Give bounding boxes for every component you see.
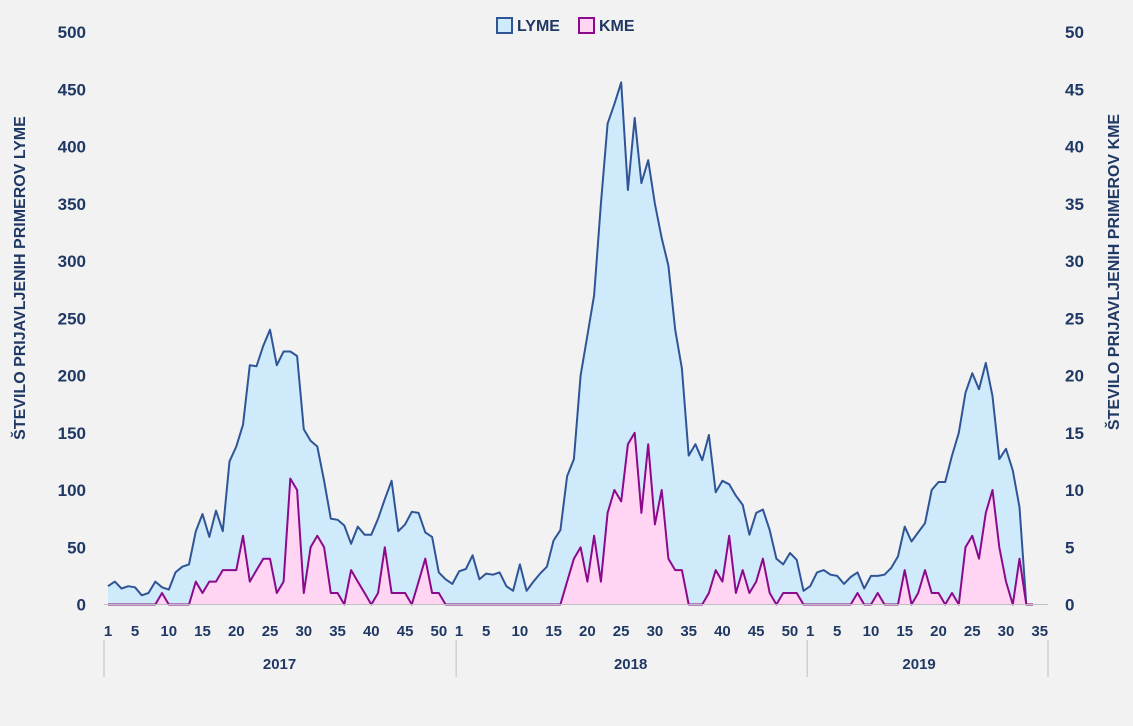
x-tick: 20 bbox=[579, 623, 596, 640]
x-tick: 20 bbox=[228, 623, 245, 640]
y-tick-right: 25 bbox=[1065, 309, 1084, 328]
x-tick: 50 bbox=[782, 623, 799, 640]
y-tick-left: 0 bbox=[77, 596, 86, 615]
x-tick: 25 bbox=[964, 623, 981, 640]
y-axis-title-right: ŠTEVILO PRIJAVLJENIH PRIMEROV KME bbox=[1104, 114, 1123, 431]
y-tick-left: 50 bbox=[67, 538, 86, 557]
x-tick: 30 bbox=[295, 623, 312, 640]
x-tick: 10 bbox=[160, 623, 177, 640]
axes-layer: 0501001502002503003504004505000510152025… bbox=[58, 23, 1084, 677]
area-layer bbox=[108, 82, 1033, 605]
y-tick-right: 50 bbox=[1065, 23, 1084, 42]
legend-label-kme: KME bbox=[599, 18, 635, 35]
y-axis-title-left: ŠTEVILO PRIJAVLJENIH PRIMEROV LYME bbox=[10, 116, 29, 440]
x-tick: 15 bbox=[896, 623, 913, 640]
x-tick: 25 bbox=[262, 623, 279, 640]
y-tick-left: 300 bbox=[58, 252, 86, 271]
x-tick: 5 bbox=[833, 623, 841, 640]
y-tick-right: 40 bbox=[1065, 138, 1084, 157]
x-tick: 30 bbox=[998, 623, 1015, 640]
y-tick-right: 30 bbox=[1065, 252, 1084, 271]
x-tick: 10 bbox=[512, 623, 529, 640]
x-tick: 35 bbox=[329, 623, 346, 640]
x-tick: 40 bbox=[714, 623, 731, 640]
y-tick-left: 100 bbox=[58, 481, 86, 500]
x-tick: 40 bbox=[363, 623, 380, 640]
line-layer bbox=[107, 81, 1033, 606]
year-label: 2019 bbox=[902, 656, 935, 673]
y-tick-right: 0 bbox=[1065, 596, 1074, 615]
y-tick-left: 450 bbox=[58, 80, 86, 99]
x-tick: 1 bbox=[455, 623, 463, 640]
y-tick-left: 200 bbox=[58, 367, 86, 386]
x-tick: 15 bbox=[545, 623, 562, 640]
x-tick: 5 bbox=[131, 623, 139, 640]
y-tick-left: 500 bbox=[58, 23, 86, 42]
x-tick: 35 bbox=[680, 623, 697, 640]
x-tick: 25 bbox=[613, 623, 630, 640]
x-tick: 50 bbox=[431, 623, 448, 640]
y-tick-right: 15 bbox=[1065, 424, 1084, 443]
x-tick: 35 bbox=[1031, 623, 1048, 640]
x-tick: 10 bbox=[863, 623, 880, 640]
lyme-area bbox=[108, 82, 1027, 605]
lyme-line bbox=[107, 81, 1028, 605]
y-tick-left: 150 bbox=[58, 424, 86, 443]
x-tick: 20 bbox=[930, 623, 947, 640]
y-tick-right: 45 bbox=[1065, 80, 1084, 99]
x-tick: 45 bbox=[397, 623, 414, 640]
x-tick: 1 bbox=[806, 623, 814, 640]
x-tick: 30 bbox=[647, 623, 664, 640]
year-label: 2017 bbox=[263, 656, 296, 673]
x-tick: 5 bbox=[482, 623, 490, 640]
y-tick-left: 250 bbox=[58, 309, 86, 328]
y-tick-left: 350 bbox=[58, 195, 86, 214]
legend-swatch-lyme bbox=[496, 17, 513, 34]
year-label: 2018 bbox=[614, 656, 647, 673]
y-tick-right: 35 bbox=[1065, 195, 1084, 214]
legend-swatch-kme bbox=[578, 17, 595, 34]
y-tick-right: 20 bbox=[1065, 367, 1084, 386]
x-tick: 15 bbox=[194, 623, 211, 640]
y-tick-left: 400 bbox=[58, 138, 86, 157]
kme-line bbox=[108, 431, 1033, 606]
legend: LYME KME bbox=[496, 17, 635, 35]
x-tick: 1 bbox=[104, 623, 112, 640]
y-tick-right: 5 bbox=[1065, 538, 1074, 557]
legend-label-lyme: LYME bbox=[517, 18, 560, 35]
x-tick: 45 bbox=[748, 623, 765, 640]
y-tick-right: 10 bbox=[1065, 481, 1084, 500]
